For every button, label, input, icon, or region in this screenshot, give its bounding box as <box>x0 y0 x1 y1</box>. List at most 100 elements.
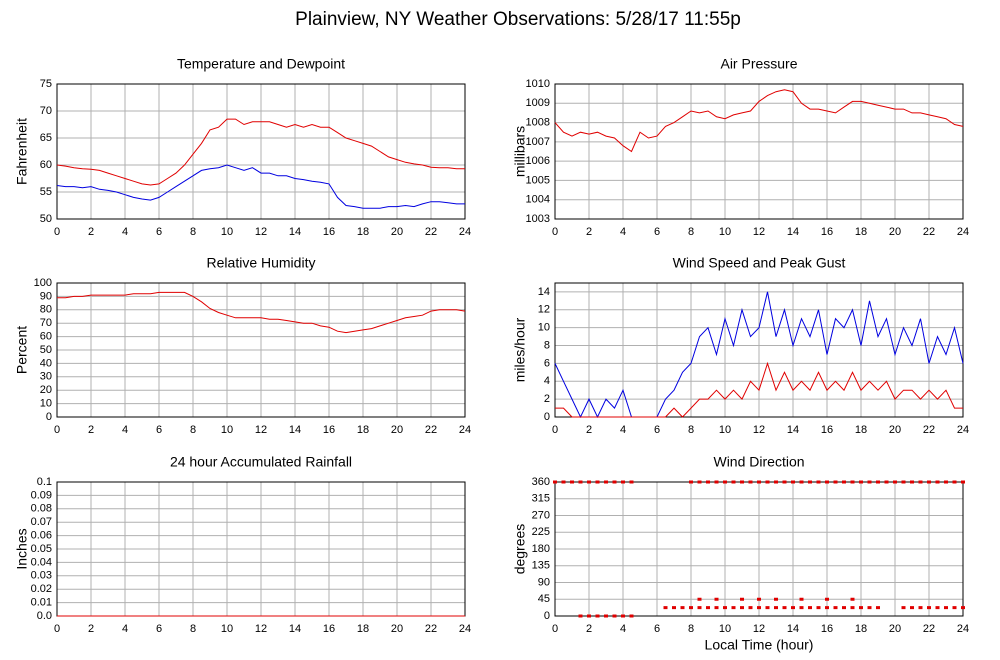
point <box>706 480 710 484</box>
point <box>842 480 846 484</box>
point <box>782 606 787 610</box>
y-tick-label: 0 <box>544 610 550 622</box>
point <box>774 606 778 610</box>
x-tick-label: 18 <box>357 424 369 436</box>
point <box>927 480 931 484</box>
x-tick-label: 18 <box>855 623 867 635</box>
point <box>740 597 744 601</box>
plot-frame <box>554 83 964 220</box>
point <box>816 606 821 610</box>
series-line <box>554 89 964 153</box>
x-tick-label: 18 <box>855 424 867 436</box>
x-tick-label: 22 <box>923 623 935 635</box>
y-tick-label: 40 <box>40 357 52 369</box>
y-tick-label: 135 <box>532 560 550 572</box>
series-line <box>57 291 466 334</box>
x-tick-label: 0 <box>552 424 558 436</box>
x-tick-label: 6 <box>156 226 162 238</box>
x-tick-label: 24 <box>459 226 471 238</box>
x-tick-label: 6 <box>654 623 660 635</box>
point <box>765 480 770 484</box>
plot-frame <box>56 282 466 418</box>
x-tick-label: 6 <box>654 424 660 436</box>
x-tick-label: 14 <box>787 623 799 635</box>
x-tick-label: 16 <box>323 623 335 635</box>
y-tick-label: 30 <box>40 371 52 383</box>
point <box>859 480 863 484</box>
x-tick-label: 2 <box>88 226 94 238</box>
point <box>791 606 795 610</box>
point <box>910 480 914 484</box>
x-tick-label: 8 <box>190 226 196 238</box>
y-tick-label: 1004 <box>526 194 550 206</box>
point <box>612 614 617 618</box>
x-tick-label: 12 <box>255 623 267 635</box>
x-tick-label: 2 <box>88 424 94 436</box>
y-tick-label: 0 <box>46 411 52 423</box>
point <box>731 606 736 610</box>
y-tick-label: 90 <box>40 290 52 302</box>
point <box>944 606 948 610</box>
x-tick-label: 4 <box>122 226 128 238</box>
point <box>663 606 668 610</box>
y-tick-label: 60 <box>40 331 52 343</box>
point <box>825 606 829 610</box>
point <box>901 480 906 484</box>
y-tick-label: 0.1 <box>37 476 52 488</box>
x-tick-label: 10 <box>221 226 233 238</box>
point <box>842 606 846 610</box>
x-tick-label: 6 <box>156 424 162 436</box>
x-tick-label: 0 <box>552 226 558 238</box>
chart-title: Relative Humidity <box>207 255 316 271</box>
x-tick-label: 24 <box>957 623 969 635</box>
y-tick-label: 60 <box>40 159 52 171</box>
point <box>680 606 685 610</box>
series-line <box>56 118 465 186</box>
point <box>816 480 821 484</box>
x-tick-label: 6 <box>654 226 660 238</box>
point <box>825 597 829 601</box>
point <box>935 480 940 484</box>
series-line <box>554 291 964 419</box>
y-tick-label: 4 <box>544 375 550 387</box>
point <box>782 480 787 484</box>
x-tick-label: 2 <box>88 623 94 635</box>
series-line <box>56 164 465 209</box>
point <box>825 480 829 484</box>
y-tick-label: 0.03 <box>31 570 52 582</box>
point <box>595 614 600 618</box>
y-tick-label: 70 <box>40 317 52 329</box>
x-tick-label: 6 <box>156 623 162 635</box>
point <box>799 597 804 601</box>
x-tick-label: 10 <box>719 623 731 635</box>
x-tick-label: 22 <box>425 424 437 436</box>
y-tick-label: 80 <box>40 304 52 316</box>
y-axis-label: Inches <box>14 528 30 569</box>
point <box>774 480 778 484</box>
page-title: Plainview, NY Weather Observations: 5/28… <box>295 9 741 30</box>
y-axis-label: Percent <box>14 326 30 374</box>
point <box>706 606 710 610</box>
y-tick-label: 1009 <box>526 97 550 109</box>
point <box>748 480 753 484</box>
point <box>876 480 880 484</box>
point <box>621 480 625 484</box>
point <box>587 480 591 484</box>
x-axis-label: Local Time (hour) <box>705 637 814 653</box>
point <box>850 597 855 601</box>
y-tick-label: 0.08 <box>31 503 52 515</box>
x-tick-label: 14 <box>289 623 301 635</box>
point <box>561 480 566 484</box>
y-axis-label: degrees <box>512 524 528 575</box>
y-tick-label: 100 <box>34 277 52 289</box>
x-tick-label: 20 <box>391 226 403 238</box>
point <box>731 480 736 484</box>
x-tick-label: 10 <box>719 424 731 436</box>
point <box>604 480 608 484</box>
chart-title: Temperature and Dewpoint <box>177 56 345 72</box>
x-tick-label: 10 <box>221 424 233 436</box>
point <box>697 597 702 601</box>
x-tick-label: 12 <box>753 424 765 436</box>
y-tick-label: 75 <box>40 78 52 90</box>
